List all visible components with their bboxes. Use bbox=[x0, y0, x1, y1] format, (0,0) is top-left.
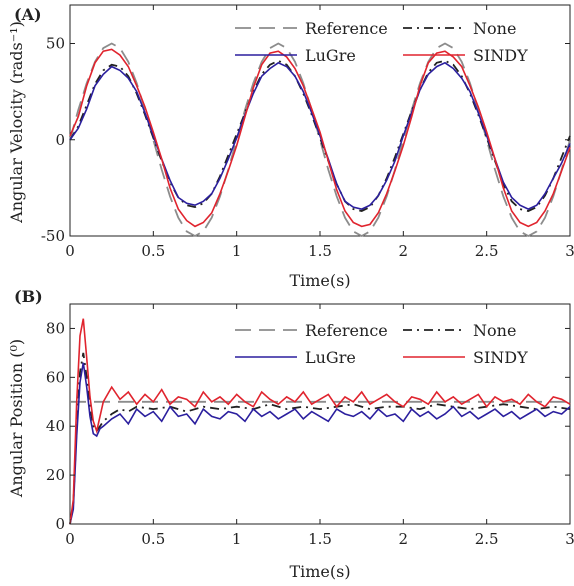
legend-label-lugre: LuGre bbox=[305, 46, 356, 65]
x-tick-label: 3 bbox=[565, 242, 574, 260]
panel-b-legend: Reference None LuGre SINDY bbox=[235, 321, 528, 367]
y-tick-label: 60 bbox=[46, 368, 65, 386]
x-tick-label: 0.5 bbox=[141, 242, 165, 260]
legend-label-reference: Reference bbox=[305, 321, 388, 340]
series-line-sindy bbox=[69, 48, 571, 228]
panel-b-series-group bbox=[69, 318, 571, 525]
panel-a-y-axis-label: Angular Velocity (rads⁻¹) bbox=[7, 21, 26, 224]
legend-label-lugre: LuGre bbox=[305, 348, 356, 367]
x-tick-label: 0.5 bbox=[141, 530, 165, 548]
panel-a-plot-area bbox=[69, 4, 571, 237]
series-line-lugre bbox=[69, 362, 571, 525]
panel-b-x-ticks: 0 0.5 1 1.5 2 2.5 3 bbox=[65, 304, 574, 548]
panel-a-x-ticks: 0 0.5 1 1.5 2 2.5 3 bbox=[65, 5, 574, 260]
y-tick-label: 40 bbox=[46, 417, 65, 435]
legend-label-none: None bbox=[473, 321, 516, 340]
y-tick-label: 0 bbox=[55, 515, 65, 533]
x-tick-label: 1 bbox=[232, 530, 242, 548]
x-tick-label: 0 bbox=[65, 530, 75, 548]
panel-a-y-ticks: -50 0 50 bbox=[41, 35, 570, 245]
panel-b-y-ticks: 0 20 40 60 80 bbox=[46, 319, 570, 533]
series-line-sindy bbox=[69, 318, 571, 525]
panel-a-label: (A) bbox=[14, 5, 42, 24]
panel-a-x-axis-label: Time(s) bbox=[289, 271, 350, 290]
legend-label-none: None bbox=[473, 19, 516, 38]
x-tick-label: 2 bbox=[399, 530, 409, 548]
x-tick-label: 2 bbox=[399, 242, 409, 260]
series-line-none bbox=[69, 352, 571, 525]
legend-label-sindy: SINDY bbox=[473, 46, 528, 65]
panel-b-x-axis-label: Time(s) bbox=[289, 562, 350, 581]
x-tick-label: 2.5 bbox=[475, 242, 499, 260]
panel-a-legend: Reference None LuGre SINDY bbox=[235, 19, 528, 65]
x-tick-label: 1.5 bbox=[308, 530, 332, 548]
x-tick-label: 1.5 bbox=[308, 242, 332, 260]
panel-b-label: (B) bbox=[14, 287, 43, 306]
panel-b: 0 0.5 1 1.5 2 2.5 3 0 20 40 60 80 (B) Time(s) Angu… bbox=[7, 287, 574, 581]
x-tick-label: 1 bbox=[232, 242, 242, 260]
y-tick-label: 80 bbox=[46, 319, 65, 337]
x-tick-label: 2.5 bbox=[475, 530, 499, 548]
y-tick-label: 50 bbox=[46, 35, 65, 53]
series-line-lugre bbox=[69, 61, 571, 210]
x-tick-label: 0 bbox=[65, 242, 75, 260]
panel-b-y-axis-label: Angular Position (⁰) bbox=[7, 339, 26, 498]
x-tick-label: 3 bbox=[565, 530, 574, 548]
y-tick-label: 0 bbox=[55, 131, 65, 149]
legend-label-reference: Reference bbox=[305, 19, 388, 38]
y-tick-label: -50 bbox=[41, 227, 65, 245]
y-tick-label: 20 bbox=[46, 466, 65, 484]
panel-a-series-group bbox=[69, 42, 571, 238]
legend-label-sindy: SINDY bbox=[473, 348, 528, 367]
